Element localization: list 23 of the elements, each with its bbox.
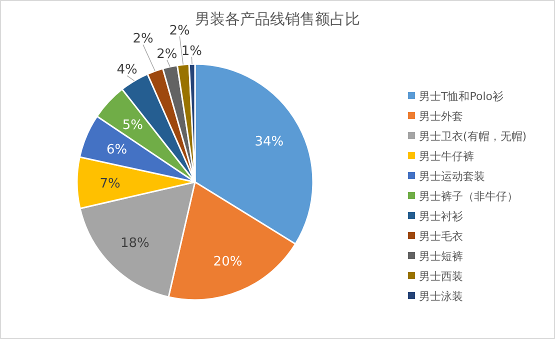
legend-label: 男士西装 (419, 270, 463, 283)
data-label: 20% (213, 254, 242, 270)
legend-label: 男士短裤 (419, 250, 463, 263)
data-label: 7% (100, 176, 120, 192)
legend-label: 男士毛衣 (419, 230, 463, 243)
legend-label: 男士裤子（非牛仔） (419, 190, 518, 203)
legend-label: 男士泳装 (419, 290, 463, 303)
legend-label: 男士衬衫 (419, 210, 463, 223)
chart-title: 男装各产品线销售额占比 (195, 10, 360, 28)
data-label: 4% (116, 62, 138, 78)
data-label: 2% (132, 32, 154, 47)
data-label: 2% (156, 46, 178, 62)
legend-label: 男士T恤和Polo衫 (419, 90, 504, 103)
data-label: 18% (120, 236, 150, 252)
data-label: 5% (122, 118, 144, 134)
legend-label: 男士卫衣(有帽，无帽) (419, 130, 527, 143)
data-label: 6% (106, 142, 128, 158)
data-label: 34% (254, 134, 284, 150)
legend-label: 男士运动套装 (419, 170, 485, 183)
legend-label: 男士牛仔裤 (419, 150, 474, 163)
legend-label: 男士外套 (419, 110, 463, 123)
data-label: 1% (181, 44, 202, 59)
data-label: 2% (169, 23, 190, 38)
